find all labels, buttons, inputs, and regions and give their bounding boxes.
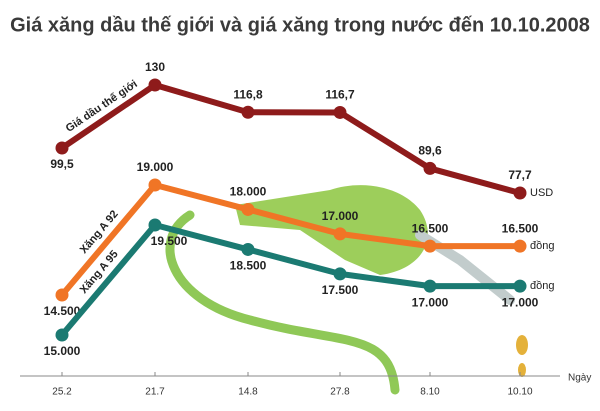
data-label: 17.000 <box>502 295 539 309</box>
data-label: 16.500 <box>412 221 449 235</box>
data-label: 17.000 <box>412 295 449 309</box>
data-label: 99,5 <box>50 157 74 171</box>
data-label: 89,6 <box>418 144 442 158</box>
data-label: 18.500 <box>230 259 267 273</box>
data-point <box>148 178 162 192</box>
data-label: 130 <box>145 60 165 74</box>
data-point <box>55 141 69 155</box>
data-point <box>333 105 347 119</box>
data-label: 77,7 <box>508 168 532 182</box>
x-axis-label: Ngày <box>568 373 591 384</box>
data-label: 17.500 <box>322 283 359 297</box>
data-label: 116,7 <box>325 88 355 102</box>
data-label: 18.000 <box>230 185 267 199</box>
data-point <box>333 267 347 281</box>
data-point <box>55 328 69 342</box>
x-tick-label: 8.10 <box>420 387 440 398</box>
data-point <box>423 161 437 175</box>
series-line <box>59 182 520 297</box>
data-point <box>55 288 69 302</box>
data-point <box>241 105 255 119</box>
data-point <box>423 239 437 253</box>
data-label: 19.000 <box>137 160 174 174</box>
data-label: 15.000 <box>44 344 81 358</box>
data-point <box>241 202 255 216</box>
series-line <box>60 82 521 196</box>
data-label: 116,8 <box>233 87 263 101</box>
x-tick-label: 27.8 <box>330 387 350 398</box>
unit-label: USD <box>530 187 553 199</box>
x-tick-label: 25.2 <box>52 387 72 398</box>
x-tick-label: 14.8 <box>238 387 258 398</box>
data-label: 17.000 <box>322 209 359 223</box>
data-point <box>148 218 162 232</box>
x-tick-label: 21.7 <box>145 387 165 398</box>
x-tick-label: 10.10 <box>507 387 532 398</box>
data-point <box>423 279 437 293</box>
chart-title: Giá xăng dầu thế giới và giá xăng trong … <box>10 14 590 36</box>
data-point <box>513 186 527 200</box>
data-label: 14.500 <box>44 304 81 318</box>
unit-label: đồng <box>530 240 554 252</box>
data-point <box>241 242 255 256</box>
data-point <box>333 227 347 241</box>
data-point <box>513 239 527 253</box>
data-label: 16.500 <box>502 221 539 235</box>
data-point <box>513 279 527 293</box>
data-label: 19.500 <box>151 234 188 248</box>
unit-label: đồng <box>530 280 554 292</box>
series-line <box>59 222 520 337</box>
data-point <box>148 78 162 92</box>
